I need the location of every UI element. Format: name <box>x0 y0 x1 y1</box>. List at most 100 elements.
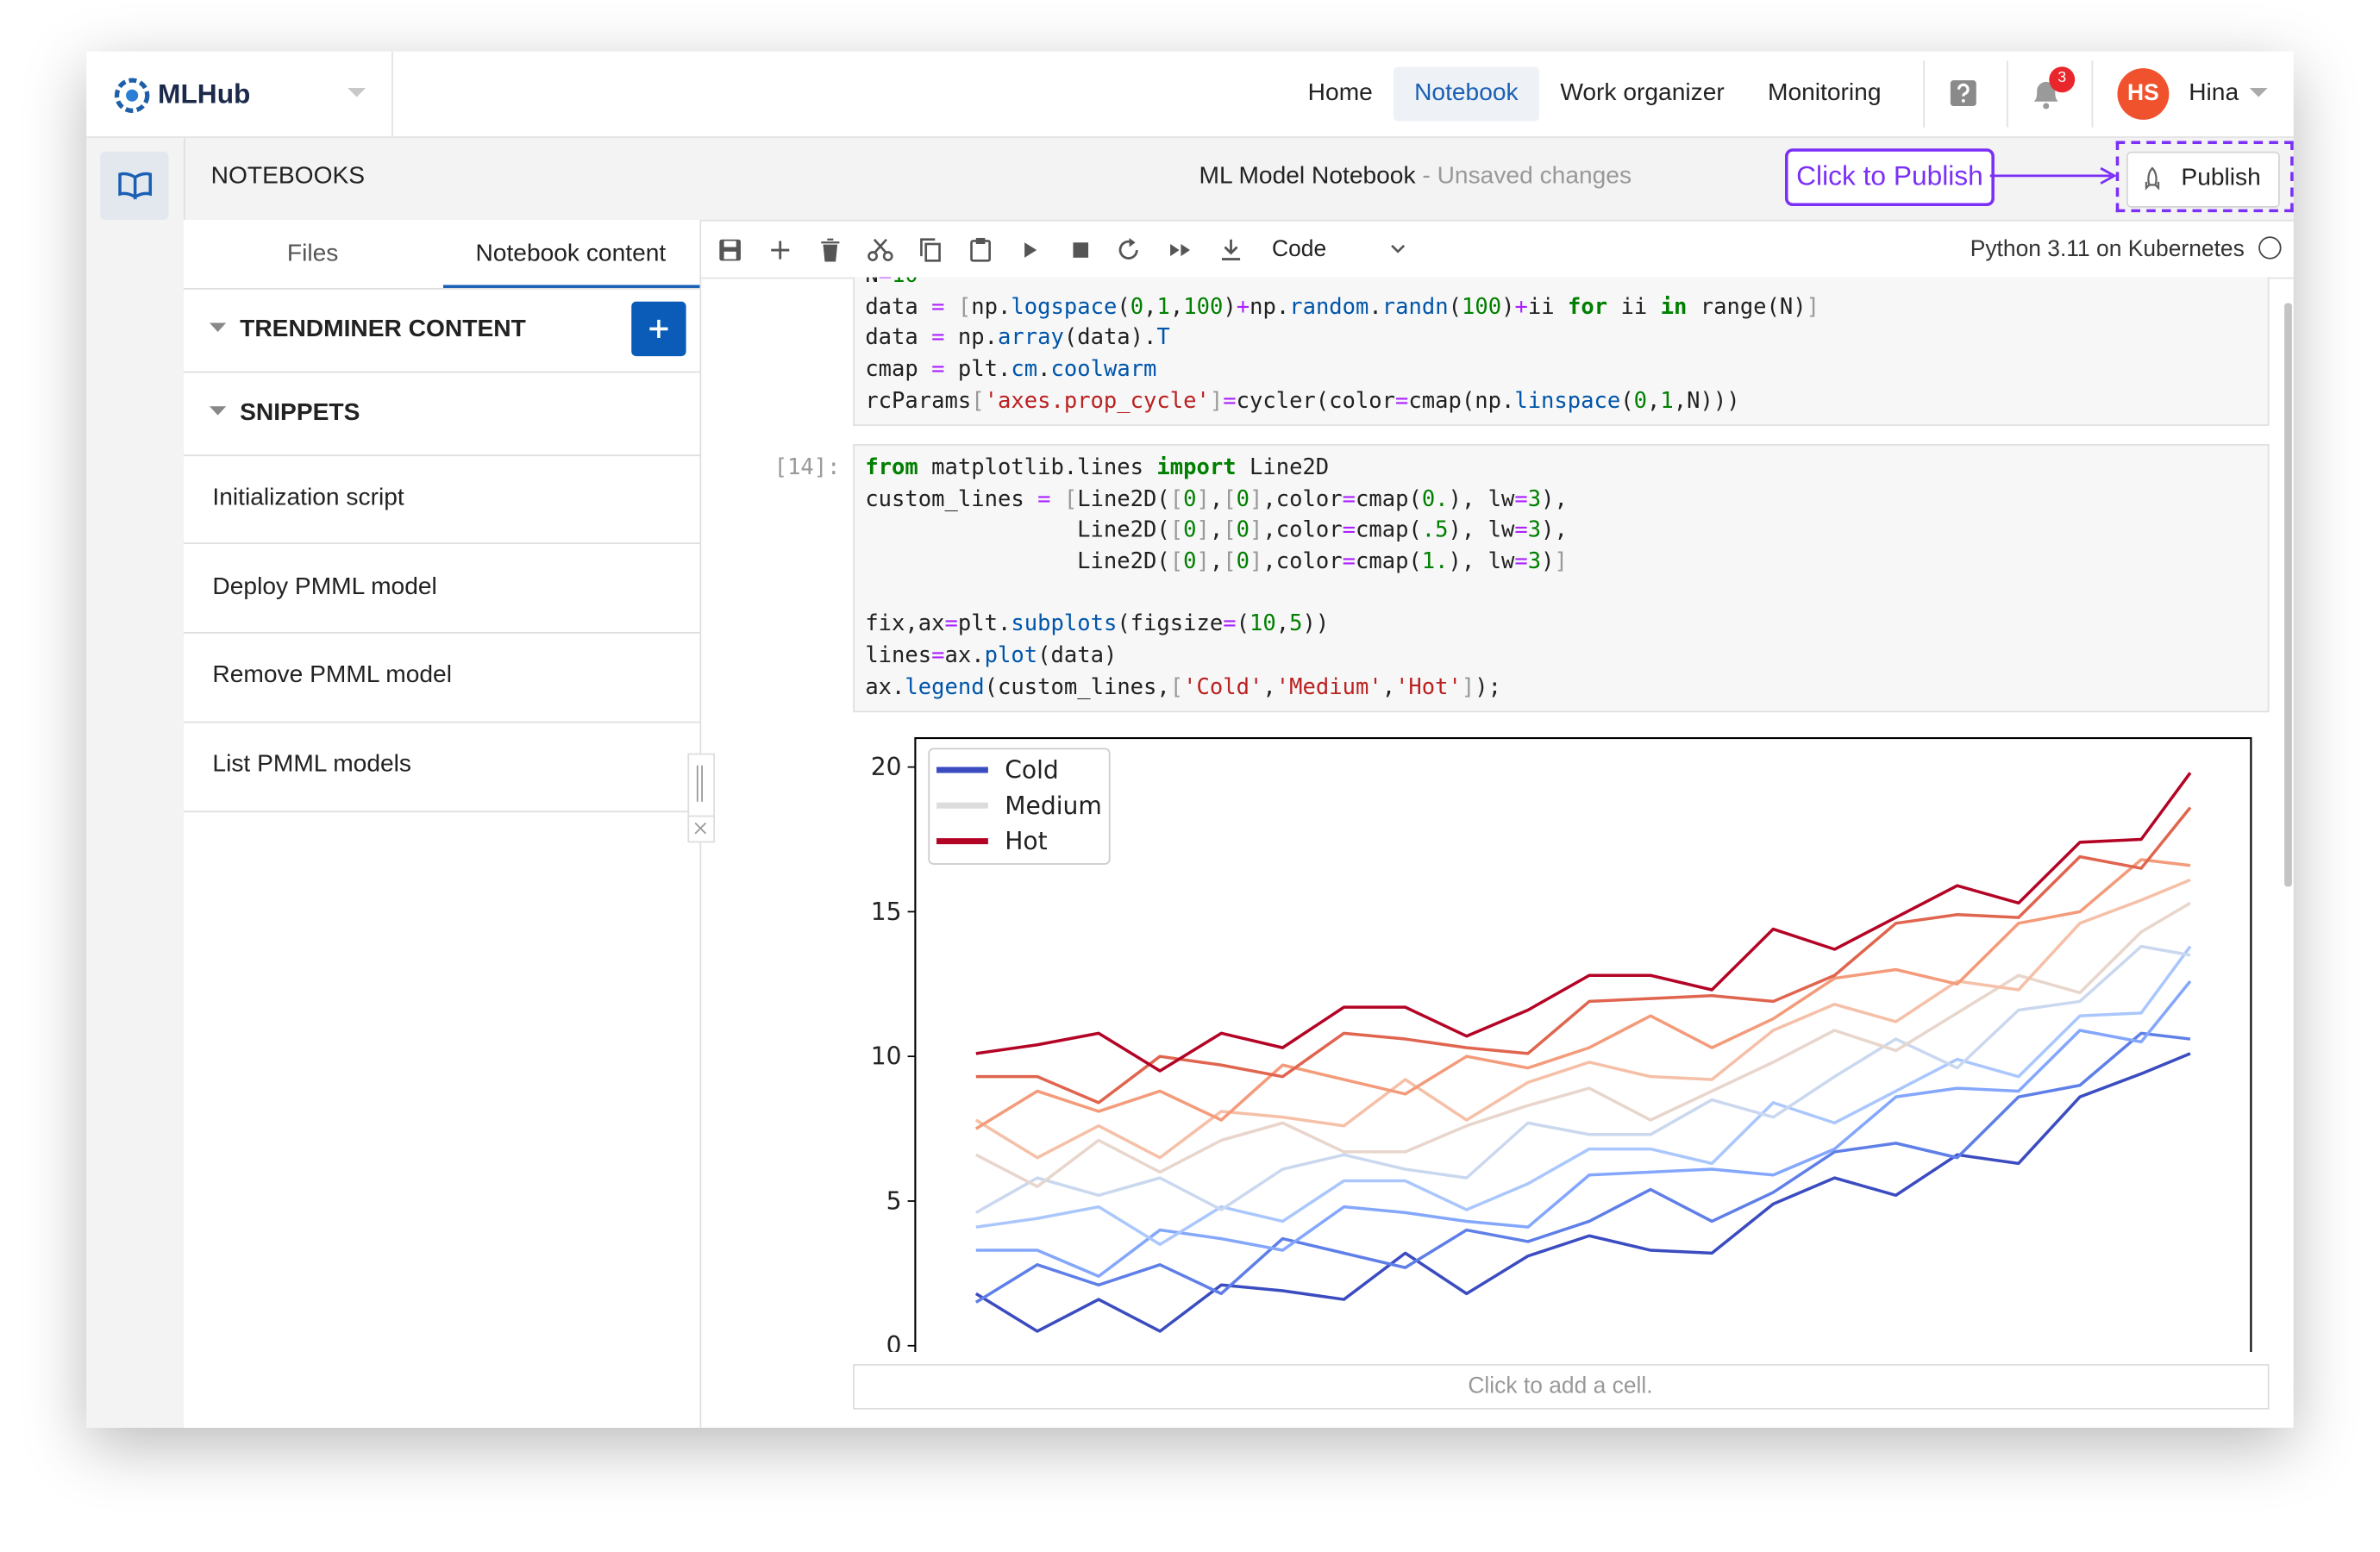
code-token: ) <box>1501 295 1514 319</box>
code-token: cmap( <box>1356 550 1422 574</box>
code-token: in <box>1661 295 1688 319</box>
code-token: plt. <box>945 358 1012 382</box>
tab[interactable]: Files <box>287 240 338 270</box>
code-token: 0 <box>1237 487 1250 511</box>
code-token: subplots <box>1011 613 1117 637</box>
save-icon[interactable] <box>719 240 741 261</box>
code-token: = <box>1514 487 1527 511</box>
snippet[interactable]: Initialization script <box>212 484 404 514</box>
nav-item[interactable]: Home <box>1308 78 1373 109</box>
code-line: Line2D([0],[0],color=cmap(1.), lw=3)] <box>865 548 1568 579</box>
code-token: , <box>1143 295 1156 319</box>
paste-icon[interactable] <box>972 238 990 260</box>
code-token: 1. <box>1422 550 1449 574</box>
code-token: = <box>1514 550 1527 574</box>
snippet[interactable]: List PMML models <box>212 750 411 780</box>
delete-icon[interactable] <box>821 240 839 261</box>
code-token: ax. <box>945 644 985 668</box>
code-line: cmap = plt.cm.coolwarm <box>865 354 1819 385</box>
code-token: = <box>1223 613 1236 637</box>
code-token: coolwarm <box>1050 358 1156 382</box>
plus-icon <box>648 318 670 340</box>
y-tick-label: 10 <box>871 1042 902 1071</box>
cell-type[interactable]: Code <box>1272 235 1326 265</box>
code-line: from matplotlib.lines import Line2D <box>865 454 1568 485</box>
code-cell[interactable]: from matplotlib.lines import Line2Dcusto… <box>853 444 2269 712</box>
code-token: 100 <box>1462 295 1501 319</box>
publish-label: Publish <box>2181 164 2260 194</box>
code-cell[interactable]: N=10data = [np.logspace(0,1,100)+np.rand… <box>853 278 2269 426</box>
code-token: 'Medium' <box>1276 676 1382 700</box>
code-token: cm <box>1011 358 1037 382</box>
tab[interactable]: Notebook content <box>475 240 666 270</box>
restart-icon[interactable] <box>1120 238 1137 259</box>
user-name[interactable]: Hina <box>2189 78 2239 109</box>
code-line: fix,ax=plt.subplots(figsize=(10,5)) <box>865 610 1568 641</box>
caret[interactable] <box>2250 88 2268 100</box>
caret[interactable] <box>348 88 366 100</box>
section-title[interactable]: SNIPPETS <box>240 398 360 429</box>
snippet[interactable]: Remove PMML model <box>212 660 452 691</box>
code-token: T <box>1156 327 1169 351</box>
code-token: ) <box>1223 295 1236 319</box>
code-token: ), lw <box>1449 550 1515 574</box>
code-token: ] <box>1197 487 1210 511</box>
code-line: data = [np.logspace(0,1,100)+np.random.r… <box>865 292 1819 323</box>
code-token: [ <box>1170 676 1183 700</box>
code-token: ), lw <box>1449 487 1515 511</box>
code-token: 100 <box>1183 295 1223 319</box>
collapse-caret[interactable] <box>210 406 228 418</box>
help-icon[interactable] <box>1949 78 1979 109</box>
nav-item[interactable]: Notebook <box>1414 78 1519 109</box>
divider <box>184 372 699 373</box>
snippet[interactable]: Deploy PMML model <box>212 573 436 603</box>
logo-text[interactable]: MLHub <box>158 78 250 109</box>
code-token: cmap(np. <box>1408 389 1514 413</box>
legend: ColdMediumHot <box>929 748 1109 864</box>
splitter-handle[interactable] <box>687 754 715 817</box>
code-token: ] <box>1807 295 1819 319</box>
divider <box>2092 60 2094 127</box>
code-token: ] <box>1555 550 1568 574</box>
cut-icon[interactable] <box>869 240 892 260</box>
code-line: rcParams['axes.prop_cycle']=cycler(color… <box>865 386 1819 417</box>
code-token: ] <box>1210 389 1223 413</box>
download-icon[interactable] <box>1222 240 1240 260</box>
code-token: 0 <box>1183 519 1196 543</box>
code-token: = <box>931 295 944 319</box>
run-all-icon[interactable] <box>1170 244 1190 256</box>
code-token: ii <box>1607 295 1660 319</box>
code-token: [ <box>1223 487 1236 511</box>
code-token: Line2D( <box>865 519 1169 543</box>
divider <box>184 810 699 812</box>
book-icon <box>117 170 153 200</box>
nav-item[interactable]: Work organizer <box>1560 78 1724 109</box>
section-title[interactable]: TRENDMINER CONTENT <box>240 316 526 346</box>
add-cell-icon[interactable] <box>771 241 789 259</box>
collapse-caret[interactable] <box>210 322 228 335</box>
y-tick-label: 0 <box>886 1331 902 1352</box>
code-token: 0 <box>1130 295 1143 319</box>
code: N=10data = [np.logspace(0,1,100)+np.rand… <box>865 278 1819 417</box>
code-token: 3 <box>1528 519 1541 543</box>
code-token: logspace <box>1011 295 1117 319</box>
run-icon[interactable] <box>1024 242 1037 258</box>
stop-icon[interactable] <box>1073 242 1088 258</box>
copy-icon[interactable] <box>921 240 939 261</box>
code-token: = <box>1343 550 1356 574</box>
code-token: )) <box>1302 613 1329 637</box>
nav-item[interactable]: Monitoring <box>1768 78 1881 109</box>
divider <box>184 454 699 456</box>
code-token: = <box>1343 487 1356 511</box>
code-token: [ <box>1170 487 1183 511</box>
code-token: [ <box>1170 519 1183 543</box>
code-token: (figsize <box>1117 613 1223 637</box>
code-token: ,color <box>1262 550 1342 574</box>
code-token <box>945 295 958 319</box>
status: - Unsaved changes <box>1422 164 1632 190</box>
chevron[interactable] <box>1392 246 1404 252</box>
code-token: 0 <box>1183 487 1196 511</box>
scrollbar-thumb[interactable] <box>2284 304 2292 887</box>
